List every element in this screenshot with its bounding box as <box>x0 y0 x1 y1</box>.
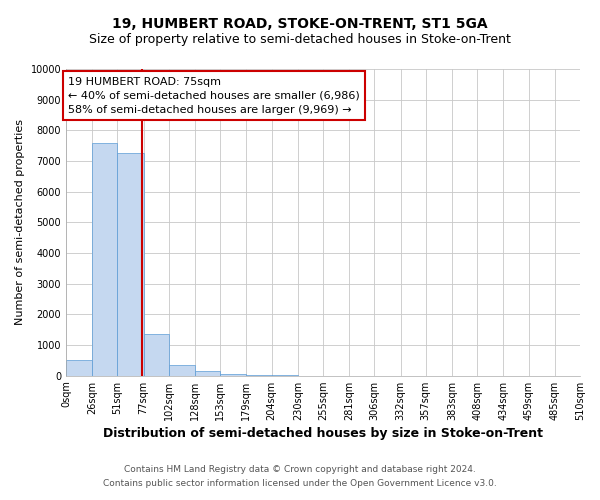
Bar <box>220 374 247 376</box>
Bar <box>195 371 220 376</box>
Text: Size of property relative to semi-detached houses in Stoke-on-Trent: Size of property relative to semi-detach… <box>89 32 511 46</box>
Bar <box>92 142 118 376</box>
Bar <box>169 365 195 376</box>
Bar <box>66 360 92 376</box>
Text: 19 HUMBERT ROAD: 75sqm
← 40% of semi-detached houses are smaller (6,986)
58% of : 19 HUMBERT ROAD: 75sqm ← 40% of semi-det… <box>68 76 360 114</box>
Bar <box>118 154 143 376</box>
Text: Contains HM Land Registry data © Crown copyright and database right 2024.
Contai: Contains HM Land Registry data © Crown c… <box>103 466 497 487</box>
Bar <box>143 334 169 376</box>
Y-axis label: Number of semi-detached properties: Number of semi-detached properties <box>15 120 25 326</box>
X-axis label: Distribution of semi-detached houses by size in Stoke-on-Trent: Distribution of semi-detached houses by … <box>103 427 543 440</box>
Bar <box>247 375 272 376</box>
Text: 19, HUMBERT ROAD, STOKE-ON-TRENT, ST1 5GA: 19, HUMBERT ROAD, STOKE-ON-TRENT, ST1 5G… <box>112 18 488 32</box>
